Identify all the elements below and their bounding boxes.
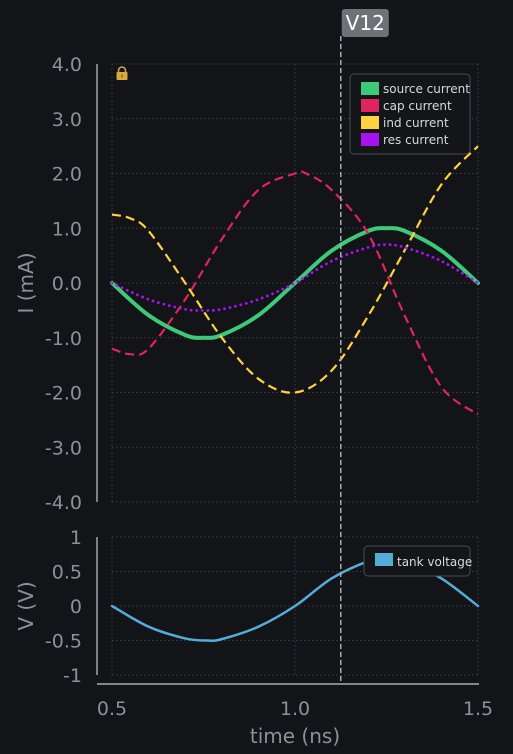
y-tick-label: 0 xyxy=(70,596,82,618)
current-series xyxy=(110,145,480,416)
voltage-y-axis-label: V (V) xyxy=(14,581,38,630)
x-tick-label: 0.5 xyxy=(97,698,127,720)
cursor-label-box[interactable] xyxy=(341,9,389,37)
series-line-cap-current xyxy=(111,170,479,416)
voltage-y-tick-labels: 1 0.5 0 -0.5 -1 xyxy=(45,527,82,687)
x-tick-label: 1.0 xyxy=(280,698,310,720)
legend-label-ind-current: ind current xyxy=(383,116,449,130)
legend-swatch-ind-current xyxy=(361,116,379,129)
y-tick-label: 3.0 xyxy=(52,109,82,131)
series-line-source-current xyxy=(110,226,480,340)
legend-swatch-source-current xyxy=(361,82,379,95)
voltage-legend: tank voltage xyxy=(363,545,472,577)
legend-label-res-current: res current xyxy=(383,133,449,147)
legend-label-tank-voltage: tank voltage xyxy=(397,555,472,569)
legend-swatch-cap-current xyxy=(361,99,379,112)
legend-label-cap-current: cap current xyxy=(383,99,452,113)
legend-swatch-tank-voltage xyxy=(375,553,393,566)
y-tick-label: -0.5 xyxy=(45,631,82,653)
x-tick-label: 1.5 xyxy=(463,698,493,720)
current-y-tick-labels: 4.0 3.0 2.0 1.0 0.0 -1.0 -2.0 -3.0 -4.0 xyxy=(45,54,82,514)
x-axis-label: time (ns) xyxy=(250,724,340,748)
y-tick-label: 1.0 xyxy=(52,218,82,240)
series-line-ind-current xyxy=(111,145,479,394)
series-line-res-current xyxy=(110,243,480,312)
y-tick-label: -3.0 xyxy=(45,437,82,459)
y-tick-label: -1 xyxy=(63,665,82,687)
y-tick-label: -1.0 xyxy=(45,328,82,350)
legend-swatch-res-current xyxy=(361,133,379,146)
y-tick-label: 4.0 xyxy=(52,54,82,76)
x-tick-labels: 0.5 1.0 1.5 xyxy=(97,698,493,720)
cursor-label[interactable]: V12 xyxy=(346,11,385,35)
padlock-icon[interactable] xyxy=(116,66,128,80)
y-tick-label: 2.0 xyxy=(52,164,82,186)
cursor-v12[interactable]: V12 xyxy=(340,9,389,684)
y-tick-label: -2.0 xyxy=(45,383,82,405)
y-tick-label: -4.0 xyxy=(45,492,82,514)
y-tick-label: 1 xyxy=(70,527,82,549)
legend-label-source-current: source current xyxy=(383,82,470,96)
y-tick-label: 0.5 xyxy=(52,562,82,584)
y-tick-label: 0.0 xyxy=(52,273,82,295)
current-legend: source current cap current ind current res … xyxy=(349,73,471,155)
current-legend-box xyxy=(349,73,471,155)
current-y-axis-label: I (mA) xyxy=(14,252,38,313)
